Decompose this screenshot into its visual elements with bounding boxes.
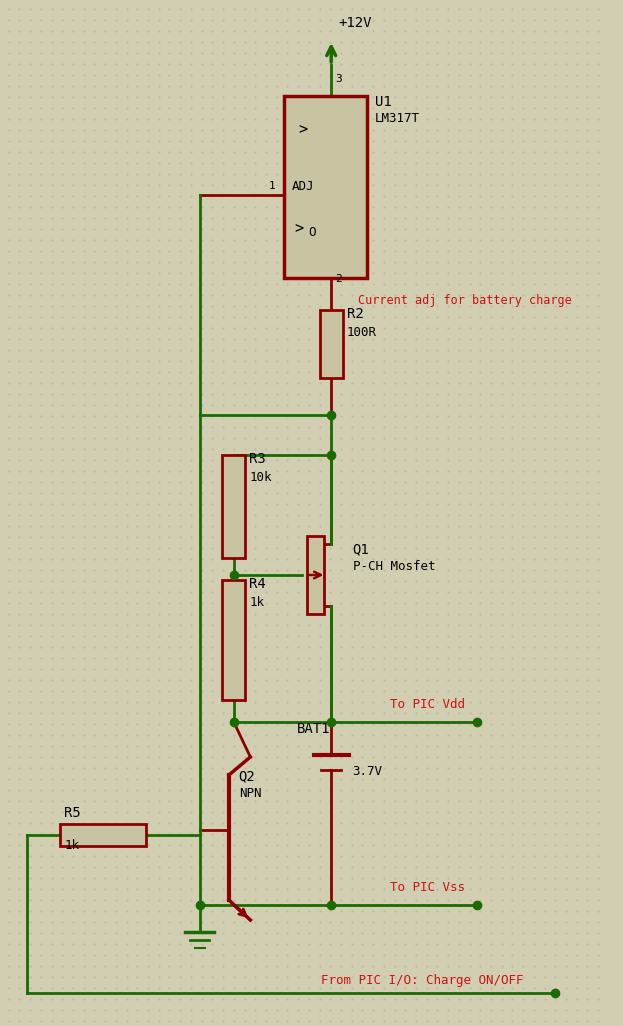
Text: U1: U1 <box>375 95 392 109</box>
Text: R2: R2 <box>347 307 364 321</box>
Text: 2: 2 <box>335 274 342 284</box>
Text: Q1: Q1 <box>353 542 369 556</box>
Text: From PIC I/O: Charge ON/OFF: From PIC I/O: Charge ON/OFF <box>321 974 524 987</box>
Text: >: > <box>298 122 307 137</box>
Bar <box>320 310 343 378</box>
Text: BAT1: BAT1 <box>297 722 331 736</box>
Bar <box>222 580 245 700</box>
Text: To PIC Vss: To PIC Vss <box>389 881 465 894</box>
Text: Q2: Q2 <box>239 770 255 783</box>
Text: 1: 1 <box>269 181 275 191</box>
Text: 3.7V: 3.7V <box>353 765 383 778</box>
Text: R4: R4 <box>249 577 266 591</box>
Text: P-CH Mosfet: P-CH Mosfet <box>353 560 435 573</box>
Bar <box>60 824 146 846</box>
Text: 10k: 10k <box>249 471 272 484</box>
Bar <box>285 96 367 278</box>
Text: O: O <box>308 226 315 239</box>
Text: To PIC Vdd: To PIC Vdd <box>389 698 465 711</box>
Text: NPN: NPN <box>239 787 261 800</box>
Text: 1k: 1k <box>64 839 79 852</box>
Text: R5: R5 <box>64 806 81 820</box>
Bar <box>307 536 325 614</box>
Text: ADJ: ADJ <box>292 180 315 193</box>
Bar <box>222 455 245 558</box>
Text: R3: R3 <box>249 452 266 466</box>
Text: 100R: 100R <box>347 326 377 339</box>
Text: >: > <box>294 221 303 236</box>
Text: Current adj for battery charge: Current adj for battery charge <box>358 294 572 307</box>
Text: +12V: +12V <box>338 16 371 30</box>
Text: 3: 3 <box>335 74 342 84</box>
Text: 1k: 1k <box>249 596 264 609</box>
Text: LM317T: LM317T <box>375 112 420 125</box>
